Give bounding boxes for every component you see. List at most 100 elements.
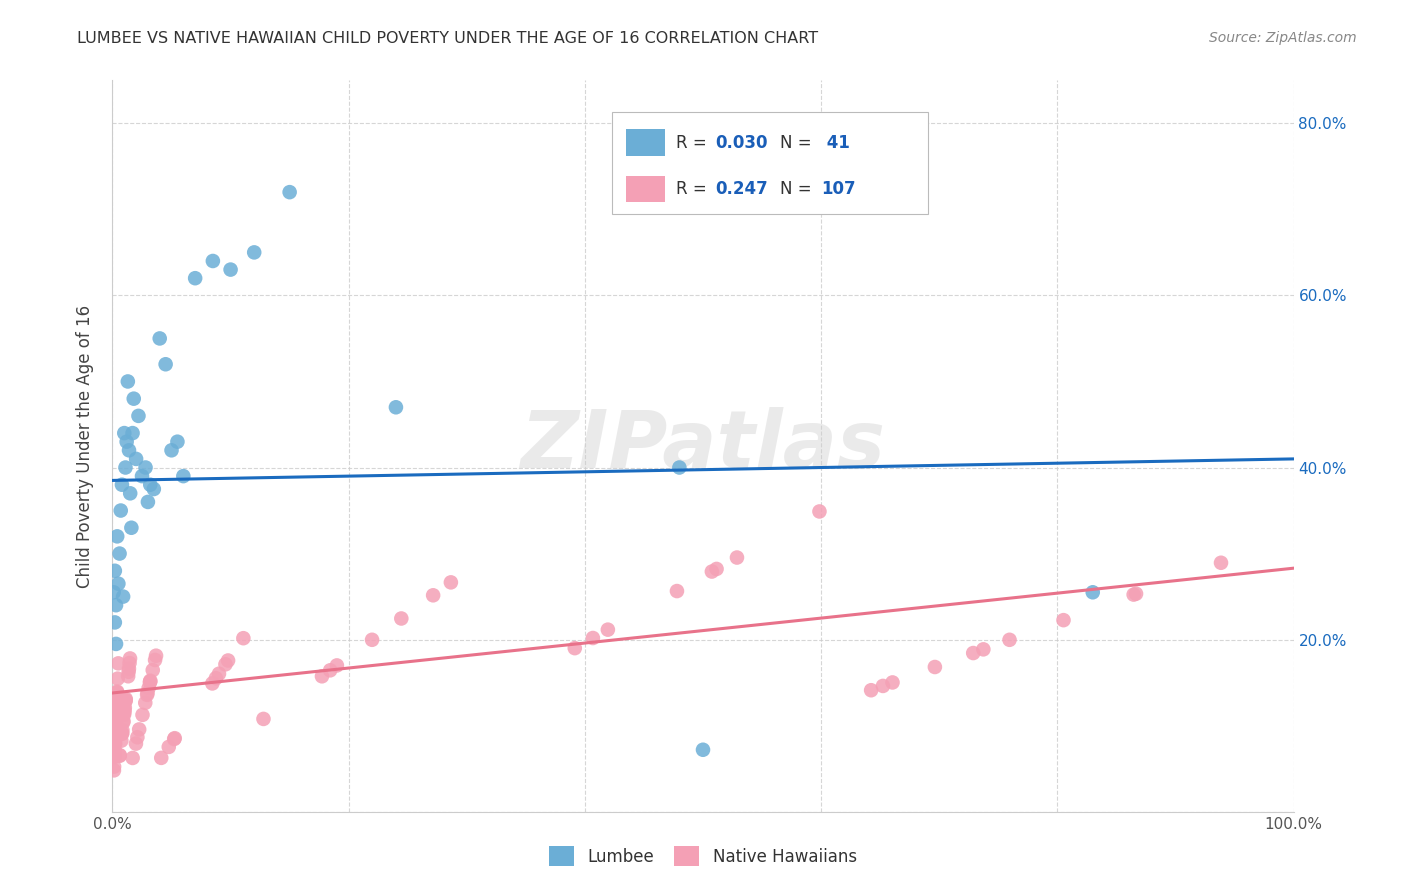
Point [326,658,349,673]
Point [706,562,728,576]
Point [105,637,128,651]
Text: ZIPatlas: ZIPatlas [520,407,886,485]
Point [105,708,128,723]
Point [105,697,128,711]
Point [217,653,239,667]
Point [860,683,883,698]
Point [104,728,127,742]
Point [111,723,134,738]
Point [700,565,723,579]
Point [104,744,127,758]
Point [105,697,128,711]
Point [142,482,165,496]
Point [111,726,134,740]
Point [157,739,180,754]
Point [104,736,127,750]
Point [111,727,134,741]
Point [232,631,254,645]
Point [319,663,342,677]
Point [117,669,139,683]
Point [128,723,150,737]
Point [125,737,148,751]
Point [872,679,894,693]
Point [962,646,984,660]
Point [104,564,127,578]
Point [105,690,128,705]
Point [120,521,142,535]
Point [104,737,127,751]
Point [115,434,138,449]
Point [214,657,236,672]
Point [103,759,125,773]
Point [114,704,136,718]
Point [668,460,690,475]
Point [1209,556,1232,570]
Point [385,401,408,415]
Point [184,271,207,285]
Point [725,550,748,565]
Point [112,706,135,720]
Point [103,750,125,764]
Point [114,694,136,708]
Point [1122,588,1144,602]
Point [138,681,160,695]
Point [104,714,127,729]
Point [118,651,141,665]
Point [139,674,162,689]
Point [136,688,159,702]
Point [139,675,162,690]
Text: 41: 41 [821,134,851,152]
Point [422,588,444,602]
Point [1052,613,1074,627]
Y-axis label: Child Poverty Under the Age of 16: Child Poverty Under the Age of 16 [76,304,94,588]
Point [361,632,384,647]
Point [121,751,143,765]
Text: R =: R = [676,180,713,198]
Point [205,671,228,685]
Point [219,262,242,277]
Point [114,460,136,475]
Point [118,656,141,670]
Point [145,648,167,663]
Point [112,715,135,730]
Point [105,687,128,701]
Point [105,529,128,543]
Point [104,720,127,734]
Point [110,503,132,517]
Point [105,686,128,700]
Point [108,748,131,763]
Point [139,477,162,491]
Point [150,751,173,765]
Point [108,748,131,763]
Point [107,576,129,591]
Point [127,731,149,745]
Point [107,672,129,686]
Point [104,732,127,747]
Point [243,245,266,260]
Point [665,584,688,599]
Point [104,744,127,758]
Point [103,749,125,764]
Text: R =: R = [676,134,713,152]
Text: 107: 107 [821,180,856,198]
Text: N =: N = [780,134,817,152]
Point [117,375,139,389]
Point [118,662,141,676]
Point [105,684,128,698]
Point [105,708,128,723]
Point [160,443,183,458]
Text: 0.030: 0.030 [716,134,768,152]
Legend: Lumbee, Native Hawaiians: Lumbee, Native Hawaiians [543,839,863,873]
Point [149,331,172,345]
Point [278,185,301,199]
Point [389,611,412,625]
Point [103,585,125,599]
Point [114,693,136,707]
Point [112,707,135,722]
Text: Source: ZipAtlas.com: Source: ZipAtlas.com [1209,31,1357,45]
Point [201,676,224,690]
Point [311,669,333,683]
Point [105,598,128,612]
Point [103,764,125,778]
Point [110,733,132,747]
